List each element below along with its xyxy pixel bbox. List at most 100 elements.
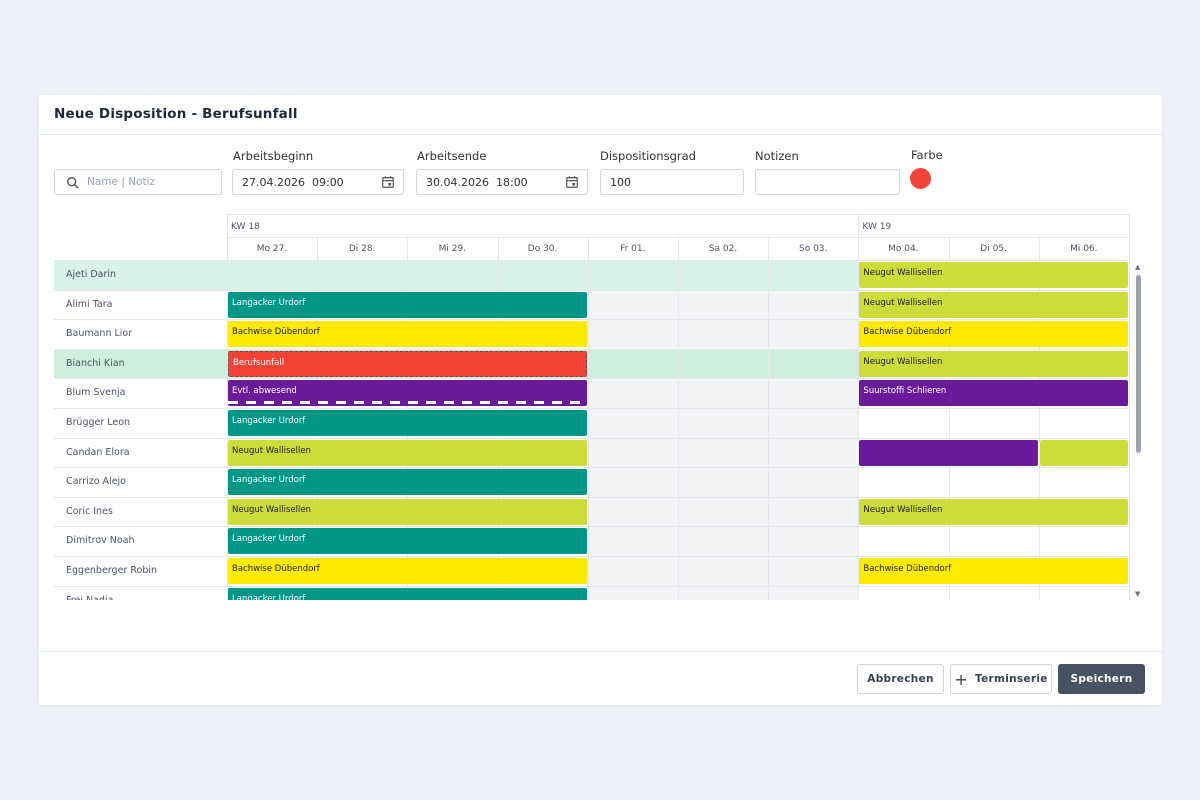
column-divider	[1038, 237, 1040, 600]
day-header: Do 30.	[527, 244, 558, 254]
color-picker[interactable]	[910, 168, 931, 189]
row-divider	[54, 585, 1129, 587]
grade-label: Dispositionsgrad	[600, 149, 696, 163]
assignment-bar[interactable]: Langacker Urdorf	[228, 291, 587, 318]
dialog-footer: Abbrechen + Terminserie Speichern	[39, 651, 1162, 705]
row-divider	[54, 496, 1129, 498]
color-label: Farbe	[911, 148, 943, 162]
end-label: Arbeitsende	[417, 149, 487, 163]
employee-name: Coric Ines	[66, 505, 113, 517]
assignment-bar[interactable]: Evtl. abwesend	[228, 380, 587, 407]
assignment-bar[interactable]: Bachwise Dübendorf	[859, 558, 1128, 584]
grade-input[interactable]: 100	[600, 169, 744, 195]
assignment-bar[interactable]: Langacker Urdorf	[228, 410, 587, 436]
day-header: Sa 02.	[708, 244, 738, 254]
day-header: Mi 29.	[438, 244, 467, 254]
weekend-column	[587, 260, 678, 600]
start-datetime-input[interactable]: 27.04.2026 09:00	[232, 169, 404, 195]
day-header: So 03.	[798, 244, 828, 254]
assignment-bar[interactable]: Neugut Wallisellen	[859, 262, 1128, 288]
schedule-grid: KW 18 KW 19 Mo 27. Di 28. Mi 29. Do 30. Fr 01.…	[54, 214, 1149, 600]
end-datetime-input[interactable]: 30.04.2026 18:00	[416, 169, 588, 195]
row-divider	[54, 526, 1129, 528]
row-divider	[54, 556, 1129, 557]
weekend-column	[768, 260, 859, 600]
assignment-bar[interactable]: Neugut Wallisellen	[859, 498, 1128, 525]
column-divider	[227, 214, 228, 600]
scrollbar-thumb[interactable]	[1136, 275, 1141, 453]
dialog-title: Neue Disposition - Berufsunfall	[54, 106, 298, 122]
employee-name: Frei Nadia	[66, 595, 113, 600]
tentative-marker	[228, 401, 587, 405]
assignment-bar[interactable]: Berufsunfall	[228, 350, 587, 377]
assignment-bar[interactable]: Bachwise Dübendorf	[859, 321, 1128, 348]
start-label: Arbeitsbeginn	[233, 149, 314, 163]
cancel-button[interactable]: Abbrechen	[857, 664, 944, 694]
employee-name: Bianchi Kian	[66, 357, 125, 369]
assignment-bar[interactable]: Neugut Wallisellen	[228, 439, 587, 466]
employee-name: Carrizo Alejo	[66, 476, 126, 488]
day-header: Di 05.	[980, 244, 1007, 254]
notes-input[interactable]	[755, 169, 900, 195]
assignment-bar[interactable]: Bachwise Dübendorf	[228, 321, 587, 348]
row-divider	[54, 437, 1129, 439]
assignment-bar[interactable]	[1039, 439, 1128, 466]
scroll-up-icon[interactable]: ▲	[1135, 263, 1141, 271]
employee-name: Eggenberger Robin	[66, 565, 158, 576]
day-header: Mo 04.	[888, 244, 919, 254]
column-divider	[948, 237, 950, 600]
dialog-header: Neue Disposition - Berufsunfall	[39, 95, 1162, 135]
day-header: Mi 06.	[1070, 244, 1098, 254]
column-divider	[587, 237, 589, 600]
series-button-label: Terminserie	[975, 673, 1048, 685]
day-header: Mo 27.	[256, 244, 288, 254]
row-divider	[54, 319, 1129, 321]
plus-icon: +	[954, 669, 969, 689]
calendar-icon[interactable]	[565, 175, 579, 189]
column-divider	[1129, 214, 1130, 600]
header-border	[227, 214, 1129, 215]
grade-value: 100	[610, 175, 631, 189]
employee-name: Brügger Leon	[66, 417, 131, 428]
employee-name: Blum Svenja	[66, 387, 126, 399]
start-date: 27.04.2026	[242, 175, 305, 189]
end-time: 18:00	[495, 175, 528, 189]
series-button[interactable]: + Terminserie	[950, 664, 1052, 694]
assignment-bar[interactable]: Langacker Urdorf	[228, 587, 587, 600]
calendar-icon[interactable]	[381, 175, 395, 189]
start-time: 09:00	[311, 175, 344, 189]
disposition-dialog: Neue Disposition - Berufsunfall Name | N…	[39, 95, 1162, 705]
column-divider	[678, 237, 679, 600]
assignment-bar[interactable]: Langacker Urdorf	[228, 469, 587, 496]
column-divider	[858, 214, 860, 600]
day-header: Di 28.	[348, 244, 376, 254]
row-divider	[54, 289, 1129, 291]
search-placeholder: Name | Notiz	[87, 176, 156, 188]
scroll-down-icon[interactable]: ▼	[1135, 590, 1141, 598]
assignment-bar[interactable]	[859, 439, 1038, 466]
assignment-bar[interactable]: Bachwise Dübendorf	[228, 558, 587, 584]
row-highlight	[54, 260, 859, 290]
assignment-bar[interactable]: Suurstoffi Schlieren	[859, 380, 1128, 407]
save-button[interactable]: Speichern	[1058, 664, 1145, 694]
employee-name: Dimitrov Noah	[66, 535, 135, 547]
assignment-bar[interactable]: Neugut Wallisellen	[859, 291, 1128, 318]
row-divider	[54, 408, 1129, 409]
row-divider	[54, 467, 1129, 469]
assignment-bar[interactable]: Langacker Urdorf	[228, 528, 587, 555]
week-label: KW 18	[231, 222, 260, 232]
employee-name: Candan Elora	[66, 446, 130, 458]
end-date: 30.04.2026	[426, 175, 489, 189]
search-input[interactable]: Name | Notiz	[54, 169, 222, 195]
employee-name: Alimi Tara	[66, 298, 113, 310]
notes-label: Notizen	[755, 149, 799, 163]
weekend-column	[678, 260, 769, 600]
employee-name: Baumann Lior	[66, 328, 133, 340]
day-header: Fr 01.	[620, 244, 646, 254]
week-label: KW 19	[862, 222, 892, 232]
assignment-bar[interactable]: Neugut Wallisellen	[859, 350, 1128, 377]
search-icon	[67, 177, 79, 189]
row-divider	[54, 348, 1129, 350]
assignment-bar[interactable]: Neugut Wallisellen	[228, 498, 587, 525]
row-divider	[54, 378, 1129, 380]
